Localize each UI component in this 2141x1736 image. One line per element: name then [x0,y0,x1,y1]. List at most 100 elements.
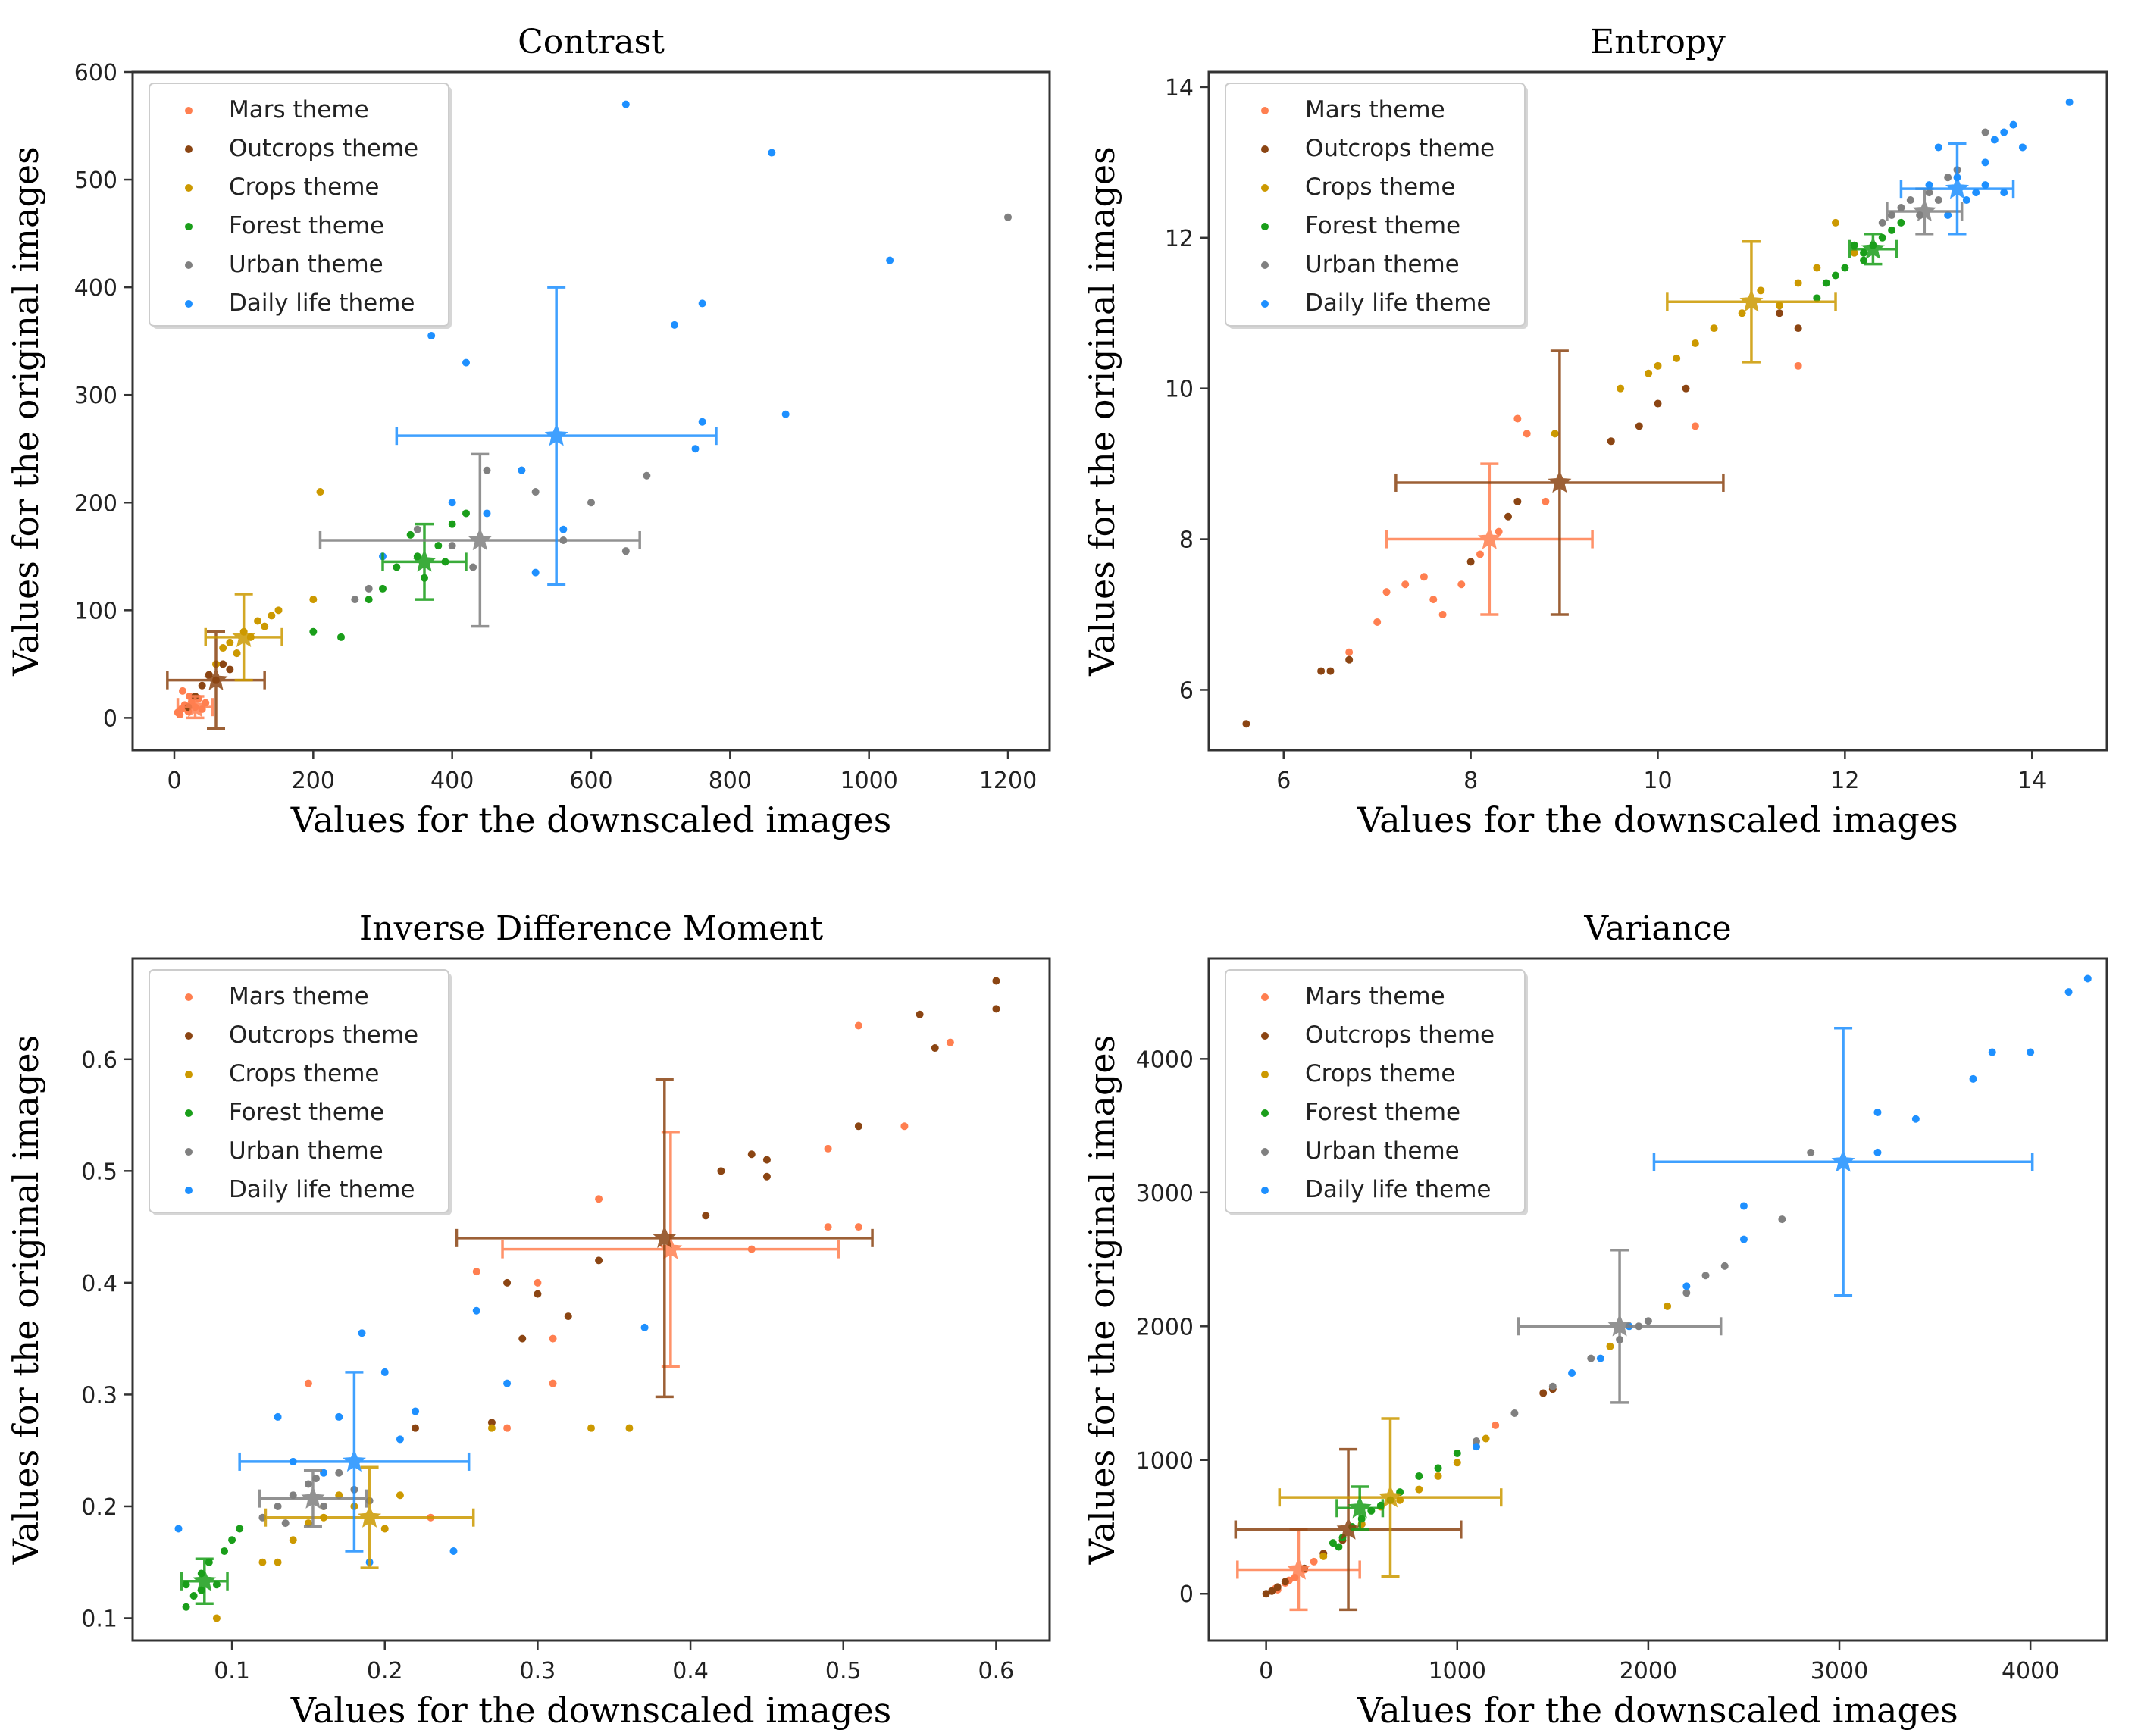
data-point [1701,1272,1710,1280]
data-point [702,1212,710,1220]
data-point [449,1547,458,1555]
error-bar-mars-theme [501,1130,840,1368]
data-point [717,1167,725,1175]
legend-label: Urban theme [229,251,383,278]
data-point [762,1156,771,1164]
data-point [1691,422,1699,430]
legend-label: Daily life theme [1305,289,1492,317]
x-tick-label: 0.5 [825,1658,862,1684]
x-tick-label: 0 [167,768,181,794]
mean-star [193,1569,217,1591]
series-forest-theme [309,509,470,641]
legend: Mars theme Outcrops theme Crops theme Fores… [1225,969,1528,1215]
data-point [413,525,421,533]
x-tick-label: 2000 [1620,1658,1677,1684]
data-point [2027,1048,2035,1056]
data-point [534,1290,542,1298]
data-point [1682,1289,1691,1297]
legend-label: Crops theme [1305,174,1456,201]
data-point [189,1591,198,1600]
data-point [1841,264,1849,272]
data-point [393,563,401,571]
data-point [2065,98,2074,106]
x-tick-label: 600 [569,768,612,794]
data-point [1739,1202,1748,1210]
legend-marker [1261,300,1269,308]
data-point [1434,1464,1442,1472]
data-point [233,649,241,658]
data-point [1775,302,1783,310]
data-point [1617,384,1625,393]
data-point [1329,1539,1337,1547]
data-point [281,1519,290,1528]
data-point [1673,354,1681,362]
data-point [1401,580,1410,589]
data-point [1504,512,1512,521]
legend-label: Outcrops theme [1305,135,1495,162]
data-point [304,1480,312,1488]
series-urban-theme [351,466,651,604]
data-point [219,660,227,668]
data-point [1972,189,1980,197]
plot-frame [131,957,1051,1642]
data-point [182,1603,190,1611]
y-tick-label: 0.3 [81,1382,117,1409]
chart-title: Inverse Difference Moment [359,909,824,948]
data-point [559,525,568,533]
y-tick-label: 200 [74,490,117,517]
data-point [698,299,706,308]
legend: Mars theme Outcrops theme Crops theme Fores… [149,83,452,329]
series-mars-theme [1345,361,1802,656]
legend-label: Urban theme [229,1137,383,1165]
data-point [226,665,234,674]
legend-marker [1261,261,1269,269]
data-point [469,563,477,571]
data-point [396,1435,404,1444]
data-point [1988,1048,1996,1056]
data-point [1873,1148,1882,1156]
data-point [1466,558,1475,566]
data-point [487,1419,496,1427]
legend-label: Forest theme [1305,212,1460,239]
mean-star [183,694,208,718]
series-mars-theme [304,1021,954,1522]
legend-label: Crops theme [229,174,380,201]
data-point [1873,1108,1882,1116]
data-point [768,149,776,157]
data-point [289,1491,297,1500]
error-bar-crops-theme [1666,240,1837,364]
data-point [1472,1437,1480,1446]
data-point [483,509,491,518]
y-tick-label: 0.2 [81,1494,117,1521]
series-crops-theme [1551,218,1858,438]
data-point [2009,120,2017,129]
error-bar-forest-theme [381,522,468,601]
data-point [254,617,261,625]
data-point [1720,1262,1729,1270]
data-point [2083,974,2092,983]
data-point [531,568,540,577]
mean-star [544,423,568,446]
error-bar-outcrops-theme [455,1078,874,1399]
y-tick-label: 10 [1165,377,1194,403]
data-point [1832,218,1840,227]
legend-marker [1261,107,1269,114]
legend-label: Outcrops theme [229,135,418,162]
data-point [1472,1443,1480,1451]
x-tick-label: 0.6 [978,1658,1015,1684]
data-point [1813,294,1821,302]
y-tick-label: 0.5 [81,1159,117,1185]
data-point [1345,648,1354,656]
series-outcrops-theme [412,977,1000,1432]
data-point [1807,1148,1815,1156]
data-point [671,321,678,329]
mean-star [1912,199,1936,222]
data-point [1757,286,1765,295]
data-point [358,1329,366,1337]
x-tick-label: 0.4 [672,1658,709,1684]
data-point [380,1525,389,1533]
data-point [198,681,206,690]
plot-frame [1207,957,2108,1642]
data-point [1934,143,1942,152]
data-point [747,1150,756,1159]
